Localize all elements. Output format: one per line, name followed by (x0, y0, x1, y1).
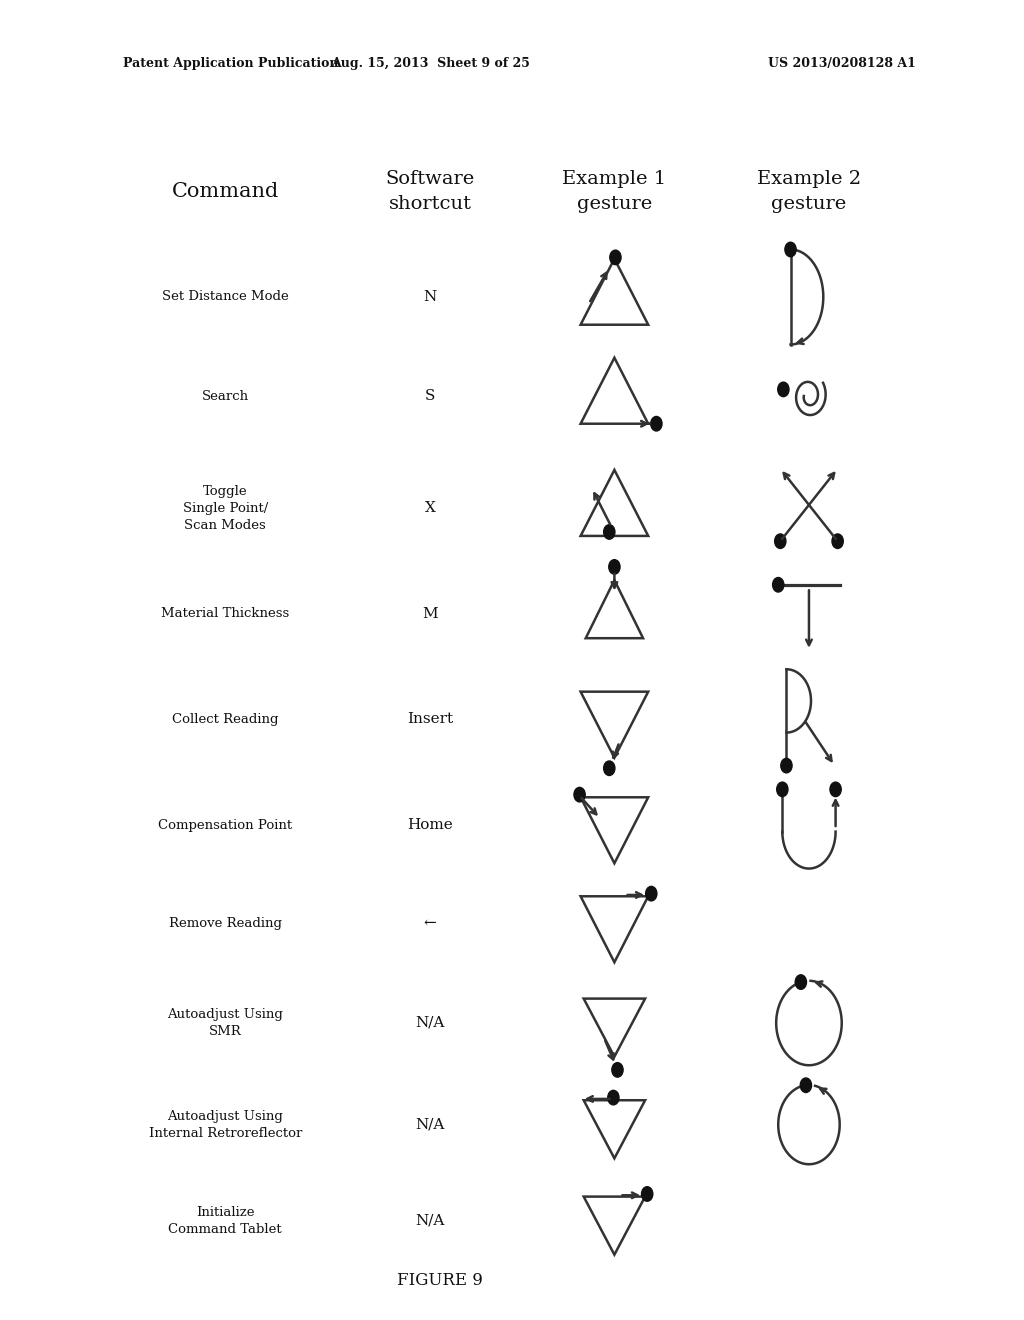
Text: Software
shortcut: Software shortcut (385, 170, 475, 213)
Text: Home: Home (408, 818, 453, 832)
Text: N: N (424, 290, 436, 304)
Text: Search: Search (202, 389, 249, 403)
Circle shape (773, 577, 784, 591)
Text: Example 1
gesture: Example 1 gesture (562, 170, 667, 213)
Circle shape (612, 1063, 623, 1077)
Text: Material Thickness: Material Thickness (161, 607, 290, 620)
Text: X: X (425, 502, 435, 515)
Circle shape (781, 758, 793, 772)
Text: ←: ← (424, 917, 436, 931)
Text: Toggle
Single Point/
Scan Modes: Toggle Single Point/ Scan Modes (182, 484, 268, 532)
Text: M: M (422, 607, 438, 620)
Circle shape (801, 1078, 812, 1093)
Circle shape (831, 535, 844, 549)
Text: S: S (425, 389, 435, 403)
Circle shape (777, 781, 788, 796)
Circle shape (608, 560, 620, 574)
Text: Remove Reading: Remove Reading (169, 917, 282, 931)
Text: Aug. 15, 2013  Sheet 9 of 25: Aug. 15, 2013 Sheet 9 of 25 (331, 57, 529, 70)
Circle shape (774, 535, 786, 549)
Circle shape (604, 760, 614, 775)
Text: N/A: N/A (416, 1016, 444, 1030)
Circle shape (609, 249, 621, 264)
Text: Compensation Point: Compensation Point (159, 818, 292, 832)
Text: FIGURE 9: FIGURE 9 (397, 1272, 483, 1288)
Circle shape (830, 781, 842, 796)
Text: Autoadjust Using
SMR: Autoadjust Using SMR (167, 1008, 284, 1038)
Text: Patent Application Publication: Patent Application Publication (123, 57, 338, 70)
Circle shape (573, 787, 585, 801)
Text: US 2013/0208128 A1: US 2013/0208128 A1 (768, 57, 915, 70)
Text: Insert: Insert (407, 713, 454, 726)
Text: Initialize
Command Tablet: Initialize Command Tablet (169, 1206, 282, 1236)
Circle shape (604, 524, 614, 539)
Text: Command: Command (172, 182, 279, 201)
Text: N/A: N/A (416, 1214, 444, 1228)
Circle shape (646, 887, 657, 900)
Text: Example 2
gesture: Example 2 gesture (757, 170, 861, 213)
Text: N/A: N/A (416, 1118, 444, 1131)
Text: Collect Reading: Collect Reading (172, 713, 279, 726)
Circle shape (651, 417, 662, 430)
Circle shape (778, 383, 790, 397)
Circle shape (608, 1090, 618, 1105)
Circle shape (785, 243, 797, 256)
Text: Set Distance Mode: Set Distance Mode (162, 290, 289, 304)
Text: Autoadjust Using
Internal Retroreflector: Autoadjust Using Internal Retroreflector (148, 1110, 302, 1139)
Circle shape (796, 974, 807, 989)
Circle shape (641, 1187, 653, 1201)
